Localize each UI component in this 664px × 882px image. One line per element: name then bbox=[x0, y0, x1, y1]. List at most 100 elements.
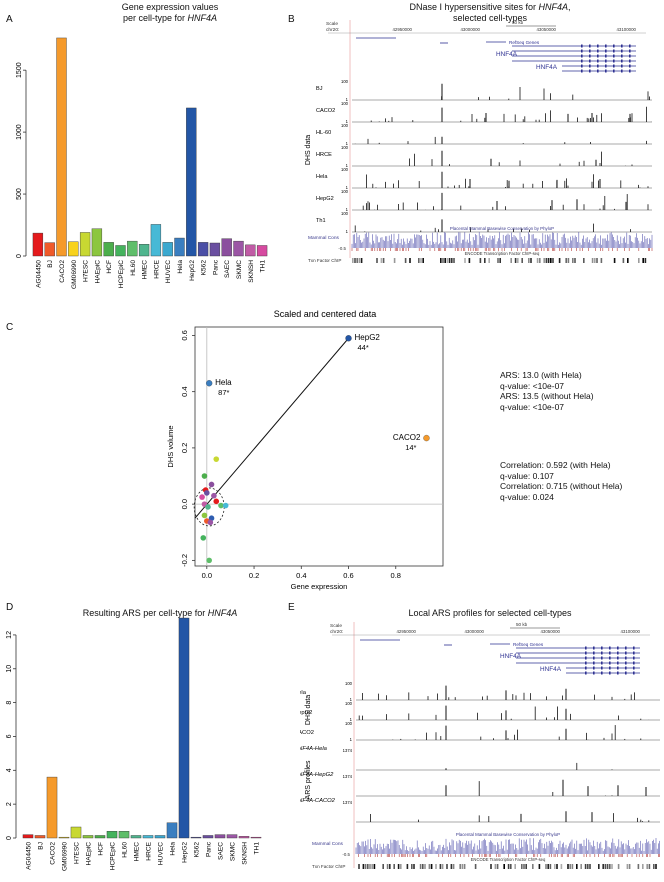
track-min: 1 bbox=[346, 229, 349, 234]
chart-c: Scaled and centered data 0.0 0.2 0.4 0.6 0.8 -… bbox=[166, 309, 444, 591]
track-max: 100 bbox=[345, 721, 353, 726]
tf-mark bbox=[371, 864, 373, 869]
exon bbox=[597, 69, 599, 73]
y-tick-label: 8 bbox=[6, 701, 13, 705]
tf-mark bbox=[424, 864, 426, 869]
tf-mark bbox=[550, 258, 552, 263]
tf-mark bbox=[644, 258, 647, 263]
tf-mark bbox=[406, 864, 409, 869]
coord-label: 43000000 bbox=[460, 27, 480, 32]
point-note: 44* bbox=[358, 343, 369, 352]
bar-hcpepic bbox=[115, 245, 126, 257]
x-tick-label: BJ bbox=[47, 260, 54, 268]
exon bbox=[585, 656, 587, 660]
panel-c: C Scaled and centered data 0.0 0.2 0.4 0.6 0.… bbox=[0, 300, 664, 600]
correlation-annotation: Correlation: 0.592 (with Hela) q-value: … bbox=[500, 460, 622, 502]
track-label-th1: Th1 bbox=[316, 218, 326, 224]
x-tick-label: Panc bbox=[212, 259, 219, 275]
tf-mark bbox=[468, 258, 471, 263]
exon bbox=[621, 44, 623, 48]
tf-mark bbox=[442, 258, 444, 263]
x-tick-label: SKMC bbox=[236, 260, 243, 279]
panel-b-label: B bbox=[288, 14, 295, 25]
tf-mark bbox=[358, 864, 360, 869]
tf-mark bbox=[452, 864, 455, 869]
panel-d-title-prefix: Resulting ARS per cell-type for bbox=[82, 608, 208, 618]
bar-caco2 bbox=[46, 776, 58, 839]
tf-mark bbox=[389, 864, 391, 869]
panel-b-title: DNase I hypersensitive sites for HNF4A, … bbox=[360, 2, 620, 24]
tf-mark bbox=[648, 864, 651, 869]
data-point bbox=[204, 490, 210, 496]
track-label-hl-60: HL-60 bbox=[316, 130, 331, 136]
y-tick-label: 0 bbox=[6, 836, 13, 840]
tf-mark bbox=[521, 864, 523, 869]
point-note: 14* bbox=[405, 443, 416, 452]
exon bbox=[589, 44, 591, 48]
x-axis-label: Gene expression bbox=[291, 582, 348, 591]
exon bbox=[593, 661, 595, 665]
bar-hmec bbox=[138, 244, 150, 257]
exon bbox=[605, 44, 607, 48]
exon bbox=[617, 656, 619, 660]
exon bbox=[625, 656, 627, 660]
refseq-label: RefSeq Genes bbox=[509, 40, 540, 45]
tf-mark bbox=[642, 864, 644, 869]
panel-a-title: Gene expression values per cell-type for… bbox=[60, 2, 280, 24]
tf-mark bbox=[600, 258, 603, 263]
tf-mark bbox=[440, 258, 442, 263]
tf-mark bbox=[488, 258, 490, 263]
bar-sknsh bbox=[238, 836, 250, 839]
exon bbox=[589, 54, 591, 58]
tf-mark bbox=[602, 864, 604, 869]
y-tick-label: 0.4 bbox=[180, 386, 189, 396]
exon bbox=[585, 646, 587, 650]
scale-label: Scale bbox=[330, 623, 342, 629]
tf-mark bbox=[552, 258, 554, 263]
exon bbox=[581, 54, 583, 58]
exon bbox=[613, 54, 615, 58]
tf-mark bbox=[474, 864, 477, 869]
x-tick-label: HMEC bbox=[134, 842, 141, 862]
data-point bbox=[199, 494, 205, 500]
x-tick-label: Panc bbox=[206, 841, 213, 857]
exon bbox=[593, 666, 595, 670]
tf-mark bbox=[450, 864, 453, 869]
tf-mark bbox=[514, 258, 517, 263]
tf-mark bbox=[587, 864, 589, 869]
exon bbox=[629, 49, 631, 53]
bar-panc bbox=[209, 242, 221, 257]
exon bbox=[593, 646, 595, 650]
dhs-side-label: DHS data bbox=[305, 135, 312, 165]
exon bbox=[625, 671, 627, 675]
tf-mark bbox=[574, 258, 576, 263]
x-tick-label: 0.0 bbox=[202, 571, 212, 580]
coord-label: 43000000 bbox=[464, 629, 484, 634]
exon bbox=[597, 64, 599, 68]
bar-hcpepic bbox=[106, 831, 118, 839]
scale-value: 50 kb bbox=[516, 622, 528, 627]
y-tick-label: 0.6 bbox=[180, 330, 189, 340]
exon bbox=[581, 44, 583, 48]
exon bbox=[629, 44, 631, 48]
exon bbox=[629, 64, 631, 68]
exon bbox=[625, 646, 627, 650]
tf-mark bbox=[367, 864, 369, 869]
tf-mark bbox=[446, 258, 449, 263]
cons-min-label: -0.5 bbox=[338, 246, 346, 251]
tf-mark bbox=[536, 258, 539, 263]
tf-mark bbox=[435, 864, 437, 869]
exon bbox=[629, 59, 631, 63]
tf-mark bbox=[444, 258, 446, 263]
tf-mark bbox=[655, 864, 657, 869]
data-point bbox=[205, 504, 211, 510]
dhs-track-label-hepg2: HepG2 bbox=[300, 710, 312, 716]
tf-mark bbox=[565, 258, 567, 263]
track-max: 100 bbox=[341, 189, 349, 194]
track-max: 100 bbox=[341, 145, 349, 150]
exon bbox=[581, 64, 583, 68]
exon bbox=[609, 666, 611, 670]
plot-frame bbox=[194, 326, 444, 567]
point-note: 87* bbox=[218, 388, 229, 397]
